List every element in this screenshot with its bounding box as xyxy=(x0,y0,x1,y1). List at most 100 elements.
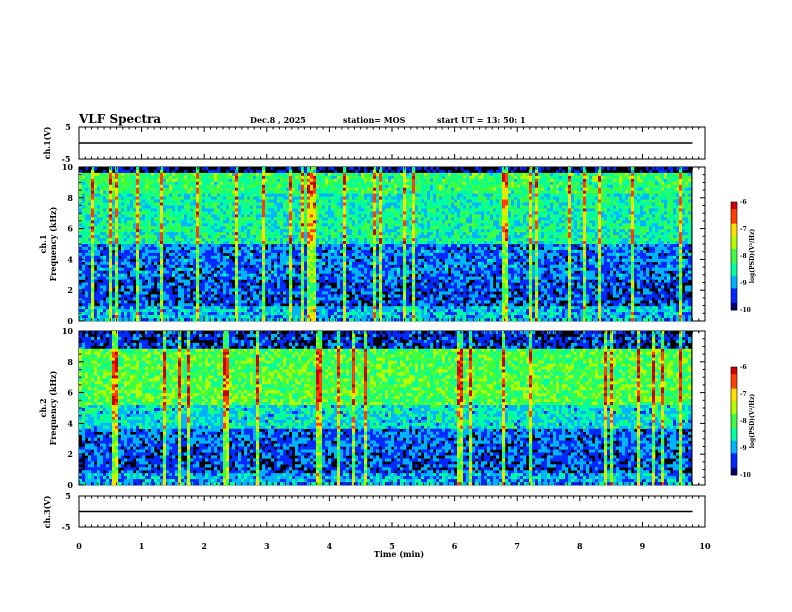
spectrogram-cell xyxy=(322,318,326,322)
spectrogram-cell xyxy=(241,318,245,322)
spectrogram-cell xyxy=(364,282,368,286)
spectrogram-cell xyxy=(256,208,260,212)
spectrogram-cell xyxy=(379,318,383,322)
spectrogram-cell xyxy=(241,303,245,307)
spectrogram-cell xyxy=(289,217,293,221)
spectrogram-cell xyxy=(340,244,344,248)
spectrogram-cell xyxy=(91,252,95,257)
spectrogram-cell xyxy=(337,172,341,177)
spectrogram-cell xyxy=(241,229,245,233)
spectrogram-cell xyxy=(334,202,338,206)
spectrogram-cell xyxy=(331,276,335,280)
spectrogram-cell xyxy=(109,258,113,263)
spectrogram-cell xyxy=(124,193,128,197)
spectrogram-cell xyxy=(238,303,242,307)
spectrogram-cell xyxy=(382,241,386,245)
spectrogram-cell xyxy=(331,187,335,191)
spectrogram-cell xyxy=(322,199,326,203)
spectrogram-cell xyxy=(370,184,374,189)
spectrogram-cell xyxy=(157,258,161,263)
spectrogram-cell xyxy=(187,252,191,257)
spectrogram-cell xyxy=(307,288,311,292)
spectrogram-cell xyxy=(196,217,200,221)
spectrogram-cell xyxy=(169,202,173,206)
spectrogram-cell xyxy=(205,249,209,254)
spectrogram-cell xyxy=(355,279,359,283)
spectrogram-cell xyxy=(223,318,227,322)
spectrogram-cell xyxy=(262,318,266,322)
spectrogram-cell xyxy=(88,217,92,221)
spectrogram-cell xyxy=(121,229,125,233)
spectrogram-cell xyxy=(322,226,326,230)
spectrogram-cell xyxy=(88,309,92,313)
spectrogram-cell xyxy=(346,241,350,245)
spectrogram-cell xyxy=(136,241,140,245)
spectrogram-cell xyxy=(106,244,110,248)
spectrogram-cell xyxy=(196,264,200,268)
spectrogram-cell xyxy=(121,261,125,266)
spectrogram-cell xyxy=(217,238,221,242)
spectrogram-cell xyxy=(157,241,161,245)
spectrogram-cell xyxy=(292,255,296,260)
spectrogram-cell xyxy=(226,169,230,174)
spectrogram-cell xyxy=(370,235,374,239)
spectrogram-cell xyxy=(304,279,308,283)
spectrogram-cell xyxy=(286,241,290,245)
spectrogram-cell xyxy=(103,255,107,260)
spectrogram-cell xyxy=(370,175,374,180)
spectrogram-cell xyxy=(151,294,155,298)
spectrogram-cell xyxy=(379,208,383,212)
spectrogram-cell xyxy=(310,244,314,248)
spectrogram-cell xyxy=(307,315,311,319)
spectrogram-cell xyxy=(283,309,287,313)
spectrogram-cell xyxy=(127,229,131,233)
spectrogram-cell xyxy=(190,255,194,260)
spectrogram-cell xyxy=(217,205,221,209)
spectrogram-cell xyxy=(322,235,326,239)
spectrogram-cell xyxy=(235,297,239,301)
spectrogram-cell xyxy=(388,279,392,283)
spectrogram-cell xyxy=(145,193,149,197)
spectrogram-cell xyxy=(211,249,215,254)
spectrogram-cell xyxy=(268,181,272,186)
spectrogram-cell xyxy=(112,223,116,227)
spectrogram-cell xyxy=(181,297,185,301)
spectrogram-cell xyxy=(109,285,113,289)
spectrogram-cell xyxy=(340,226,344,230)
spectrogram-cell xyxy=(349,235,353,239)
spectrogram-cell xyxy=(172,187,176,191)
spectrogram-cell xyxy=(280,282,284,286)
spectrogram-cell xyxy=(100,187,104,191)
spectrogram-cell xyxy=(304,232,308,236)
spectrogram-cell xyxy=(208,235,212,239)
spectrogram-cell xyxy=(262,267,266,271)
spectrogram-cell xyxy=(376,318,380,322)
spectrogram-cell xyxy=(220,187,224,191)
spectrogram-cell xyxy=(79,300,83,304)
spectrogram-cell xyxy=(124,244,128,248)
spectrogram-cell xyxy=(313,190,317,194)
spectrogram-cell xyxy=(367,282,371,286)
spectrogram-cell xyxy=(367,273,371,277)
spectrogram-cell xyxy=(91,184,95,189)
spectrogram-cell xyxy=(289,175,293,180)
spectrogram-cell xyxy=(358,211,362,215)
spectrogram-cell xyxy=(292,208,296,212)
spectrogram-cell xyxy=(304,211,308,215)
spectrogram-cell xyxy=(292,258,296,263)
spectrogram-cell xyxy=(187,172,191,177)
spectrogram-cell xyxy=(151,226,155,230)
spectrogram-cell xyxy=(100,175,104,180)
spectrogram-cell xyxy=(181,175,185,180)
spectrogram-cell xyxy=(238,202,242,206)
spectrogram-cell xyxy=(160,184,164,189)
spectrogram-cell xyxy=(346,273,350,277)
spectrogram-cell xyxy=(337,184,341,189)
spectrogram-cell xyxy=(109,291,113,295)
spectrogram-cell xyxy=(160,175,164,180)
spectrogram-cell xyxy=(109,178,113,183)
spectrogram-cell xyxy=(235,288,239,292)
spectrogram-cell xyxy=(103,208,107,212)
spectrogram-cell xyxy=(217,276,221,280)
spectrogram-cell xyxy=(379,306,383,310)
